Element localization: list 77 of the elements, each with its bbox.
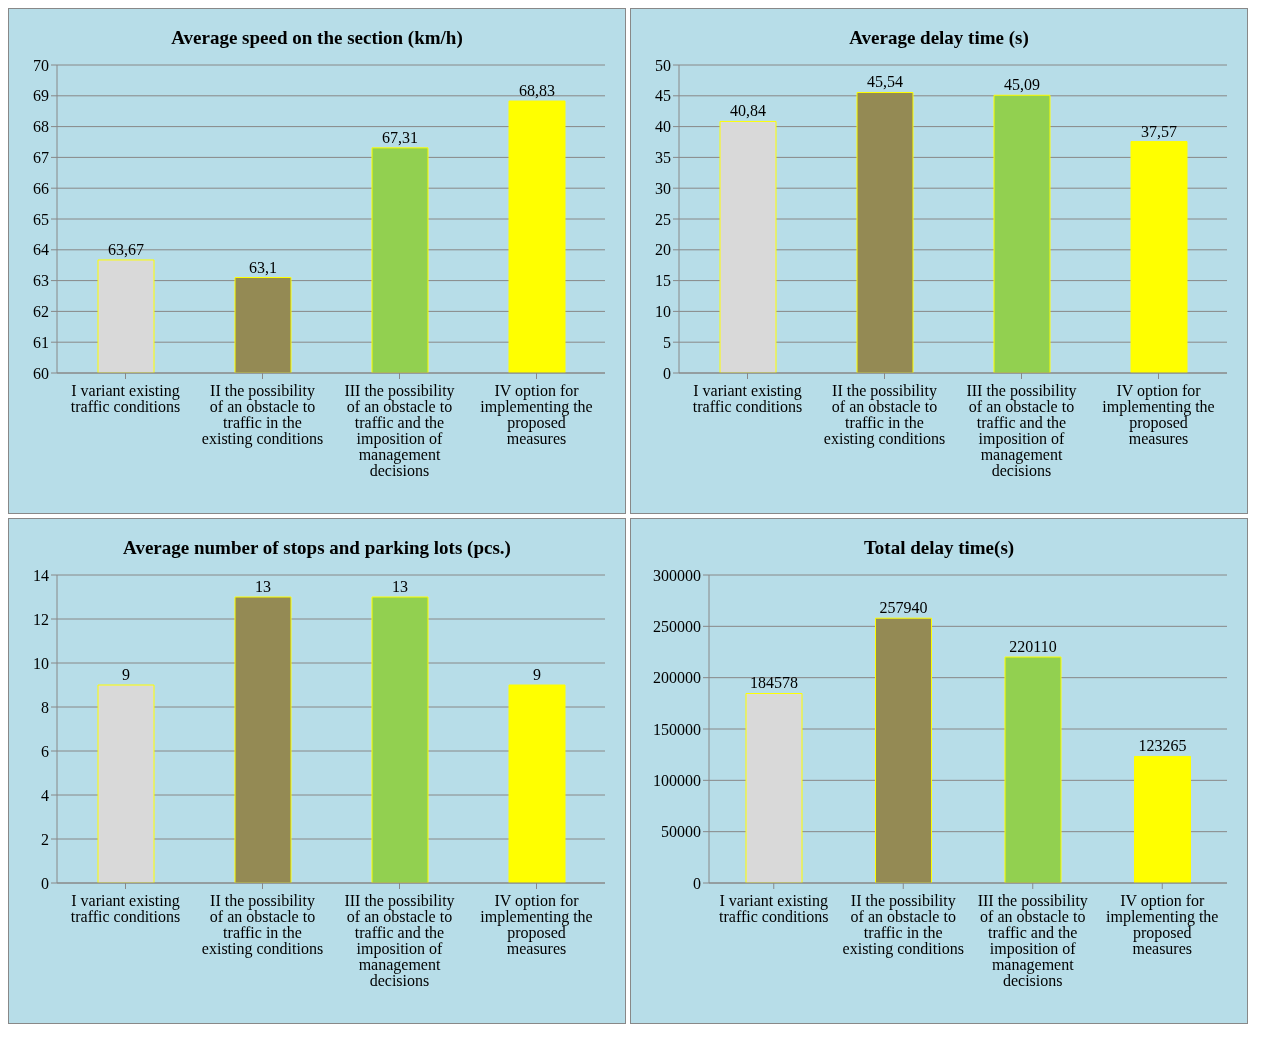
bar (1004, 656, 1062, 883)
data-label: 220110 (1009, 638, 1057, 656)
x-tick-label: IV option for implementing the proposed measures (1106, 892, 1219, 958)
y-tick-label: 10 (655, 303, 671, 321)
data-label: 37,57 (1141, 122, 1177, 140)
y-tick-label: 300000 (653, 566, 701, 584)
x-tick-label: IV option for implementing the proposed measures (480, 892, 593, 958)
y-tick-label: 50 (655, 56, 671, 74)
y-tick-label: 100000 (653, 772, 701, 790)
y-tick-label: 2 (41, 830, 49, 848)
chart-title: Average delay time (s) (848, 26, 1030, 50)
data-label: 40,84 (730, 102, 766, 120)
y-tick-label: 45 (655, 87, 671, 105)
y-tick-label: 5 (663, 333, 671, 351)
x-tick-label: IV option for implementing the proposed measures (480, 382, 593, 448)
data-label: 67,31 (382, 128, 418, 146)
y-tick-label: 15 (655, 272, 671, 290)
data-label: 9 (122, 666, 130, 683)
x-tick-label: II the possibility of an obstacle to traffic in the existing conditions (201, 382, 324, 449)
x-tick-label: I variant existing traffic conditions (692, 382, 803, 416)
y-tick-label: 40 (655, 118, 671, 136)
x-tick-label: III the possibility of an obstacle to traffic and the imposition of management decisions (344, 382, 455, 480)
y-tick-label: 62 (33, 303, 49, 321)
chart-title: Total delay time(s) (862, 536, 1016, 560)
x-tick-label: I variant existing traffic conditions (70, 382, 181, 416)
x-tick-label: I variant existing traffic conditions (719, 892, 829, 926)
y-tick-label: 200000 (653, 669, 701, 687)
x-tick-label: III the possibility of an obstacle to traffic and the imposition of management decisions (344, 892, 455, 990)
data-label: 9 (533, 666, 541, 683)
x-tick-label: II the possibility of an obstacle to traffic in the existing conditions (201, 892, 324, 959)
y-tick-label: 10 (33, 654, 49, 672)
data-label: 123265 (1138, 737, 1187, 755)
data-label: 68,83 (519, 82, 555, 100)
y-tick-label: 64 (33, 241, 49, 259)
data-label: 257940 (879, 599, 928, 617)
data-label: 63,1 (249, 258, 277, 276)
y-tick-label: 67 (33, 149, 49, 167)
y-tick-label: 66 (33, 179, 49, 197)
x-tick-label: II the possibility of an obstacle to traffic in the existing conditions (842, 892, 964, 959)
data-label: 13 (255, 578, 271, 595)
y-tick-label: 4 (41, 786, 49, 804)
y-tick-label: 35 (655, 149, 671, 167)
bar (745, 693, 803, 883)
y-tick-label: 14 (33, 566, 49, 584)
y-tick-label: 20 (655, 241, 671, 259)
x-tick-label: I variant existing traffic conditions (70, 892, 181, 926)
y-tick-label: 150000 (653, 720, 701, 738)
y-tick-label: 250000 (653, 618, 701, 636)
y-tick-label: 8 (41, 698, 49, 716)
y-tick-label: 0 (663, 364, 671, 382)
y-tick-label: 60 (33, 364, 49, 382)
chart-title: Average speed on the section (km/h) (170, 26, 464, 50)
y-tick-label: 12 (33, 610, 49, 628)
y-tick-label: 70 (33, 56, 49, 74)
chart-title: Average number of stops and parking lots (pcs.) (122, 536, 512, 560)
y-tick-label: 0 (41, 874, 49, 892)
y-tick-label: 0 (693, 874, 701, 892)
y-tick-label: 69 (33, 87, 49, 105)
x-tick-label: III the possibility of an obstacle to traffic and the imposition of management decisions (977, 892, 1088, 990)
y-tick-label: 63 (33, 272, 49, 290)
data-label: 184578 (750, 674, 798, 692)
y-tick-label: 61 (33, 333, 49, 351)
x-tick-label: II the possibility of an obstacle to traffic in the existing conditions (823, 382, 946, 449)
x-tick-label: IV option for implementing the proposed measures (1102, 382, 1215, 448)
data-label: 63,67 (108, 240, 144, 258)
bar (875, 617, 932, 883)
y-tick-label: 6 (41, 742, 49, 760)
data-label: 13 (392, 578, 408, 595)
data-label: 45,09 (1004, 76, 1040, 94)
y-tick-label: 65 (33, 210, 49, 228)
y-tick-label: 68 (33, 118, 49, 136)
y-tick-label: 30 (655, 179, 671, 197)
bar (1134, 755, 1191, 883)
y-tick-label: 50000 (661, 823, 701, 841)
data-label: 45,54 (867, 73, 903, 91)
x-tick-label: III the possibility of an obstacle to traffic and the imposition of management decisions (966, 382, 1077, 480)
y-tick-label: 25 (655, 210, 671, 228)
